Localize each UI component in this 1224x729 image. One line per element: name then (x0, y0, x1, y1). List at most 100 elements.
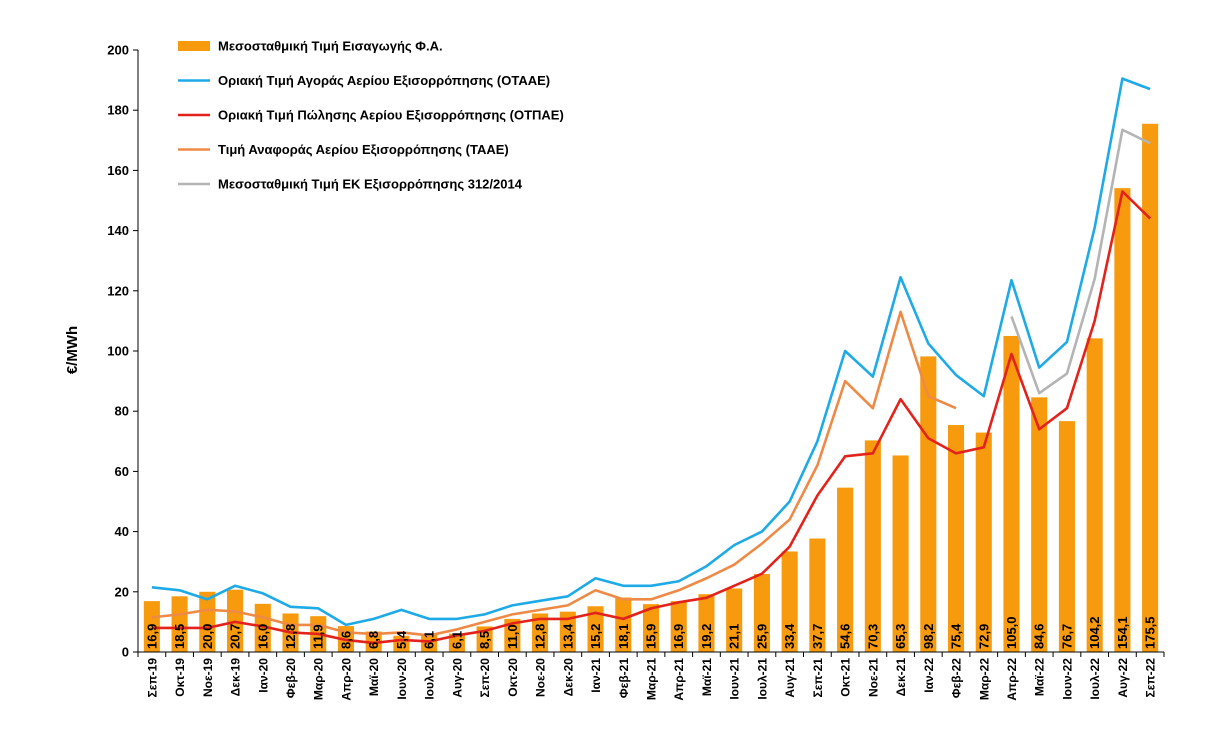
bar-label-20: 19,2 (699, 624, 714, 649)
y-tick-label: 20 (115, 584, 129, 599)
x-tick-label: Απρ-20 (339, 658, 353, 701)
bar-22 (753, 574, 770, 652)
line-series-4 (1010, 128, 1151, 395)
bar-label-2: 20,0 (200, 624, 215, 649)
bar-0 (143, 601, 160, 652)
bar-label-36: 175,5 (1143, 616, 1158, 649)
x-tick-label: Δεκ-20 (561, 658, 575, 697)
bar-label-21: 21,1 (727, 624, 742, 649)
x-tick-label: Μαρ-20 (312, 658, 326, 700)
bar-label-9: 5,4 (394, 630, 409, 649)
bar-16 (587, 606, 604, 652)
x-tick-label: Σεπ-21 (811, 658, 825, 698)
bar-label-7: 8,6 (338, 631, 353, 649)
x-tick-label: Δεκ-21 (894, 658, 908, 697)
bar-32 (1031, 397, 1048, 652)
x-tick-label: Μαϊ-20 (367, 658, 381, 696)
bar-label-30: 72,9 (976, 624, 991, 649)
y-tick-label: 120 (107, 283, 129, 298)
legend-label-2: Οριακή Τιμή Πώλησης Αερίου Εξισορρόπησης… (218, 108, 564, 123)
x-tick-label: Οκτ-20 (506, 658, 520, 697)
bar-25 (837, 487, 854, 652)
bar-28 (920, 356, 937, 652)
x-tick-label: Νοε-21 (866, 658, 880, 697)
legend-label-4: Μεσοσταθμική Τιμή ΕΚ Εξισορρόπησης 312/2… (218, 177, 523, 192)
bar-value-labels: 16,9 18,5 20,0 20,7 16,0 12,8 11,9 8,6 6,8 5,4 6,1… (144, 616, 1157, 649)
x-tick-label: Σεπ-22 (1144, 658, 1158, 698)
y-tick-label: 160 (107, 163, 129, 178)
bar-36 (1142, 123, 1159, 652)
bar-30 (975, 432, 992, 652)
bar-label-24: 37,7 (810, 624, 825, 649)
bar-24 (809, 538, 826, 652)
bar-label-18: 15,9 (644, 624, 659, 649)
x-tick-label: Αυγ-20 (450, 658, 464, 698)
bar-label-15: 13,4 (560, 623, 575, 649)
bar-label-28: 98,2 (921, 624, 936, 649)
legend-label-1: Οριακή Τιμή Αγοράς Αερίου Εξισορρόπησης … (218, 73, 550, 88)
bar-label-19: 16,9 (671, 624, 686, 649)
x-tick-label: Δεκ-19 (229, 658, 243, 697)
y-tick-label: 40 (115, 524, 129, 539)
x-tick-label: Σεπ-19 (145, 658, 159, 698)
x-tick-label: Ιουλ-21 (755, 658, 769, 700)
x-tick-label: Φεβ-22 (950, 658, 964, 699)
bar-label-22: 25,9 (754, 624, 769, 649)
x-tick-label: Οκτ-21 (839, 658, 853, 697)
y-axis-label: €/MWh (64, 326, 81, 374)
x-tick-label: Φεβ-20 (284, 658, 298, 699)
bar-17 (615, 597, 632, 652)
bar-label-17: 18,1 (616, 624, 631, 649)
bar-33 (1058, 421, 1075, 652)
x-tick-label: Ιαν-21 (589, 658, 603, 693)
bar-label-34: 104,2 (1087, 616, 1102, 649)
x-tick-label: Μαϊ-22 (1033, 658, 1047, 696)
bar-label-23: 33,4 (782, 623, 797, 649)
x-tick-label: Νοε-19 (201, 658, 215, 697)
bar-1 (171, 596, 188, 652)
x-tick-label: Μαρ-21 (645, 658, 659, 700)
x-tick-label: Μαρ-22 (977, 658, 991, 700)
bar-35 (1114, 188, 1131, 652)
line-series-1 (151, 77, 1151, 627)
x-tick-label: Οκτ-19 (173, 658, 187, 697)
x-tick-label: Σεπ-20 (478, 658, 492, 698)
bar-23 (781, 551, 798, 652)
x-tick-label: Ιαν-20 (256, 658, 270, 693)
bar-label-35: 154,1 (1115, 616, 1130, 649)
bar-label-29: 75,4 (949, 623, 964, 649)
bar-20 (698, 594, 715, 652)
x-tick-label: Ιουν-21 (728, 658, 742, 700)
x-tick-label: Αυγ-21 (783, 658, 797, 698)
line-series (151, 77, 1152, 645)
bar-label-31: 105,0 (1004, 616, 1019, 649)
legend-label-0: Μεσοσταθμική Τιμή Εισαγωγής Φ.Α. (218, 39, 443, 54)
bar-label-5: 12,8 (283, 624, 298, 649)
y-tick-label: 80 (115, 404, 129, 419)
bar-label-10: 6,1 (422, 631, 437, 649)
x-tick-label: Ιαν-22 (922, 658, 936, 693)
y-tick-label: 60 (115, 464, 129, 479)
bar-label-11: 6,1 (449, 631, 464, 649)
bar-14 (532, 613, 549, 652)
bar-label-6: 11,9 (311, 624, 326, 649)
bar-21 (726, 588, 743, 652)
bar-label-3: 20,7 (228, 624, 243, 649)
x-tick-label: Απρ-21 (672, 658, 686, 701)
x-tick-label: Ιουν-22 (1060, 658, 1074, 700)
bar-18 (642, 604, 660, 652)
legend: Μεσοσταθμική Τιμή Εισαγωγής Φ.Α. Οριακή Τ… (178, 39, 564, 192)
bar-11 (448, 633, 465, 652)
bar-label-27: 65,3 (893, 624, 908, 649)
bar-label-26: 70,3 (865, 624, 880, 649)
y-tick-label: 100 (107, 344, 129, 359)
bar-13 (504, 618, 521, 652)
bar-31 (1003, 335, 1020, 652)
line-series-3 (151, 310, 957, 637)
bar-27 (892, 455, 909, 652)
bar-label-25: 54,6 (838, 624, 853, 649)
bar-label-12: 8,5 (477, 631, 492, 649)
x-tick-label: Φεβ-21 (617, 658, 631, 699)
y-tick-label: 0 (122, 645, 129, 660)
